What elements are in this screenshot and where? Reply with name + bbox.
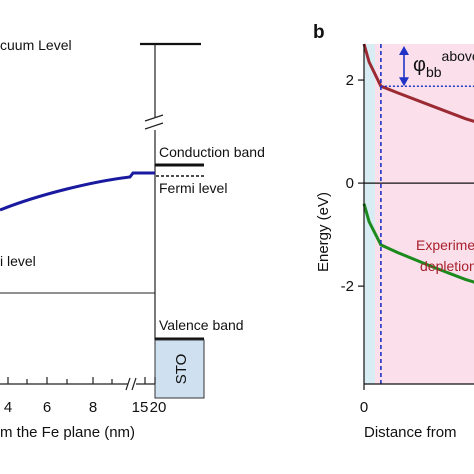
annotation-line-2: depletion xyxy=(420,258,474,274)
x-tick-a-2: 8 xyxy=(89,399,97,416)
panel-b-label: b xyxy=(313,22,325,43)
panel-b: b φbbabove Experime depletion -202 04 En xyxy=(313,22,474,441)
x-tick-label: 0 xyxy=(360,399,368,416)
depletion-shade xyxy=(375,44,474,384)
y-axis-b-label: Energy (eV) xyxy=(315,192,332,272)
vacuum-level-label: cuum Level xyxy=(0,37,72,53)
intrinsic-level-label: i level xyxy=(0,253,36,269)
y-tick-label: 2 xyxy=(346,72,354,89)
y-tick-label: -2 xyxy=(341,278,354,295)
band-bending-curve xyxy=(0,171,155,212)
conduction-band-label: Conduction band xyxy=(159,144,265,160)
barrier-height-label: φbbabove xyxy=(413,48,474,80)
phi-subscript: bb xyxy=(426,64,442,80)
sto-label: STO xyxy=(173,354,190,385)
y-tick-label: 0 xyxy=(346,175,354,192)
upper-curve xyxy=(362,43,474,123)
phi-symbol: φ xyxy=(413,54,426,76)
phi-superscript: above xyxy=(442,48,474,64)
panel-a: cuum Level Conduction band Fermi level i… xyxy=(0,37,265,441)
annotation-line-1: Experime xyxy=(416,237,474,253)
x-tick-a-0: 4 xyxy=(4,399,12,416)
fermi-level-label: Fermi level xyxy=(159,180,227,196)
x-tick-a-4: 20 xyxy=(150,399,167,416)
x-axis-a-ticks xyxy=(7,377,156,384)
x-axis-b-label: Distance from xyxy=(364,424,457,441)
x-tick-a-3: 15 xyxy=(132,399,149,416)
x-axis-a-break xyxy=(125,377,137,391)
x-ticks-b: 04 xyxy=(360,384,368,416)
y-ticks-b: -2 0 2 xyxy=(341,72,364,295)
interface-strip xyxy=(364,44,375,384)
x-tick-a-1: 6 xyxy=(43,399,51,416)
axis-break-mark xyxy=(144,114,164,130)
valence-band-label: Valence band xyxy=(159,317,244,333)
sto-box xyxy=(154,339,205,399)
lower-curve xyxy=(362,203,474,284)
x-axis-a-label: m the Fe plane (nm) xyxy=(0,424,135,441)
barrier-height-arrow xyxy=(399,46,409,87)
